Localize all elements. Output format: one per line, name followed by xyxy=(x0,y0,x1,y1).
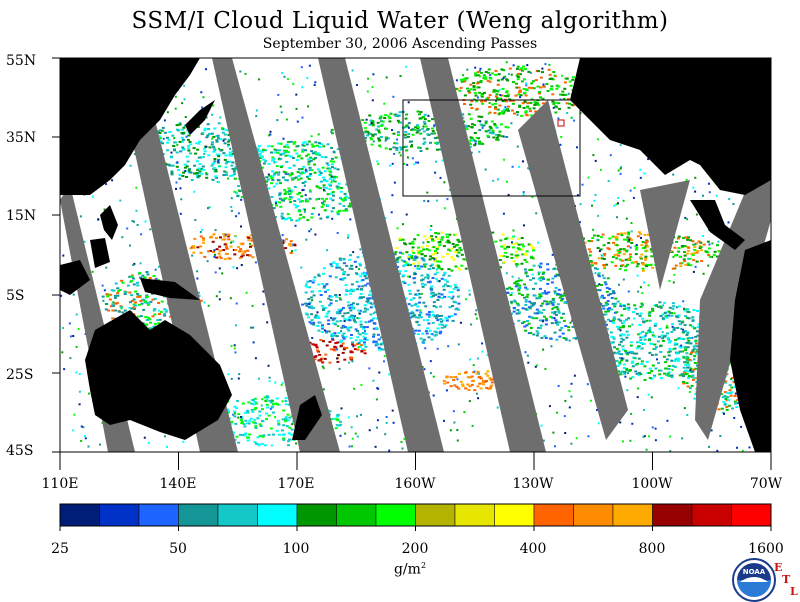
colorbar-cell xyxy=(258,504,298,526)
colorbar-cell xyxy=(732,504,772,526)
colorbar-cell xyxy=(455,504,495,526)
colorbar-tick-label: 50 xyxy=(148,541,208,557)
lon-label: 130W xyxy=(498,476,568,492)
colorbar-cell xyxy=(100,504,140,526)
lon-label: 70W xyxy=(731,476,800,492)
colorbar-cell xyxy=(692,504,732,526)
lat-label: 35N xyxy=(6,130,44,146)
logo-letter: L xyxy=(790,585,798,598)
lat-label: 5S xyxy=(6,288,44,304)
colorbar-cell xyxy=(534,504,574,526)
colorbar-cell xyxy=(337,504,377,526)
lat-label: 15N xyxy=(6,208,44,224)
lon-label: 100W xyxy=(617,476,687,492)
lon-label: 170E xyxy=(261,476,331,492)
colorbar-cell xyxy=(297,504,337,526)
colorbar-cell xyxy=(495,504,535,526)
lon-label: 160W xyxy=(380,476,450,492)
colorbar-cell xyxy=(416,504,456,526)
colorbar-tick-label: 100 xyxy=(266,541,326,557)
colorbar-cell xyxy=(653,504,693,526)
noaa-logo: NOAA xyxy=(732,558,776,602)
colorbar-tick-label: 1600 xyxy=(736,541,796,557)
colorbar-tick-label: 25 xyxy=(30,541,90,557)
colorbar-cell xyxy=(179,504,219,526)
colorbar-cell xyxy=(60,504,100,526)
colorbar-cell xyxy=(218,504,258,526)
colorbar xyxy=(60,504,771,531)
colorbar-tick-label: 400 xyxy=(503,541,563,557)
lon-label: 110E xyxy=(25,476,95,492)
colorbar-tick-label: 800 xyxy=(622,541,682,557)
colorbar-cell xyxy=(139,504,179,526)
units-label: g/m2 xyxy=(380,561,440,578)
lon-label: 140E xyxy=(143,476,213,492)
lat-label: 45S xyxy=(6,443,44,459)
lat-label: 55N xyxy=(6,53,44,69)
colorbar-cell xyxy=(574,504,614,526)
colorbar-cell xyxy=(613,504,653,526)
colorbar-tick-label: 200 xyxy=(385,541,445,557)
logo-letter: T xyxy=(782,573,790,586)
colorbar-cell xyxy=(376,504,416,526)
lat-label: 25S xyxy=(6,367,44,383)
